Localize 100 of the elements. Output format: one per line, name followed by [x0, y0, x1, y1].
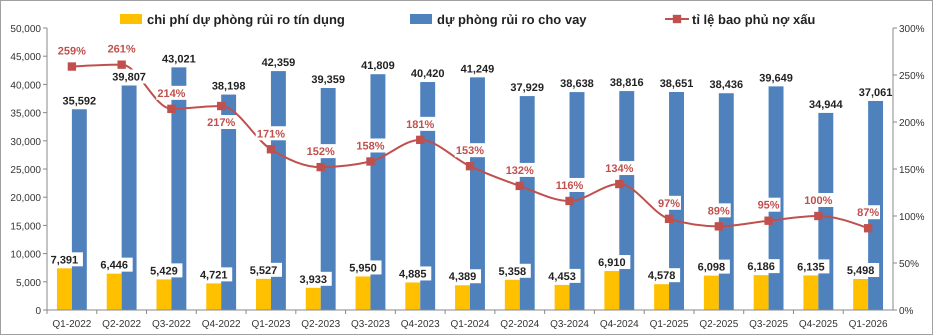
- data-label: 95%: [758, 200, 780, 212]
- data-label: 171%: [256, 128, 286, 140]
- data-label: 87%: [857, 207, 880, 220]
- x-tick-label: Q1-2024: [450, 319, 490, 330]
- point: [117, 60, 126, 69]
- data-label: 153%: [456, 145, 484, 158]
- point: [814, 212, 823, 220]
- x-tick-label: Q4-2025: [798, 319, 838, 330]
- bar: [554, 284, 570, 310]
- bar: [803, 275, 818, 310]
- x-tick-label: Q2-2025: [699, 319, 739, 330]
- y-tick-label: 5,000: [16, 278, 42, 289]
- y-tick-label: 25,000: [10, 165, 42, 176]
- bar: [356, 276, 370, 310]
- data-label: 37,929: [510, 82, 544, 94]
- y-tick-label: 20,000: [10, 193, 42, 204]
- data-label: 5,527: [250, 264, 278, 277]
- data-label: 4,389: [448, 271, 476, 284]
- data-label: 116%: [556, 180, 584, 192]
- point: [466, 162, 474, 170]
- legend-label: dự phòng rủi ro cho vay: [437, 12, 588, 27]
- x-tick-label: Q4-2023: [400, 319, 440, 330]
- x-tick-label: Q3-2025: [749, 319, 788, 330]
- data-label: 39,359: [311, 74, 345, 86]
- data-label: 134%: [605, 163, 634, 176]
- y-tick-label: 15,000: [10, 221, 42, 232]
- bar: [455, 285, 470, 310]
- x-tick-label: Q3-2023: [351, 319, 390, 330]
- x-tick-label: Q4-2024: [600, 319, 640, 330]
- data-label: 34,944: [808, 98, 844, 111]
- data-label: 259%: [58, 46, 86, 58]
- data-label: 5,429: [150, 265, 178, 278]
- data-label: 100%: [804, 195, 833, 207]
- data-label: 5,950: [349, 262, 377, 274]
- bar: [256, 278, 271, 310]
- data-label: 35,592: [62, 95, 96, 108]
- data-label: 158%: [356, 140, 385, 152]
- data-label: 3,933: [299, 274, 328, 286]
- point: [266, 145, 276, 154]
- x-tick-label: Q1-2026: [848, 319, 888, 330]
- point: [167, 104, 176, 114]
- data-label: 37,061: [858, 86, 892, 99]
- point: [664, 214, 674, 224]
- bar: [654, 284, 670, 310]
- x-tick-label: Q2-2023: [301, 319, 341, 330]
- x-tick-label: Q1-2025: [650, 319, 689, 330]
- data-label: 6,186: [747, 261, 775, 274]
- data-label: 97%: [658, 198, 680, 210]
- bar: [56, 268, 72, 310]
- data-label: 261%: [108, 44, 136, 56]
- bar: [704, 276, 719, 310]
- data-label: 4,721: [200, 269, 228, 282]
- x-tick-label: Q3-2024: [550, 319, 590, 330]
- data-label: 214%: [157, 88, 186, 100]
- data-label: 38,816: [610, 77, 644, 90]
- data-label: 38,651: [660, 78, 694, 90]
- data-label: 38,638: [560, 78, 594, 90]
- y-tick-label: 45,000: [10, 52, 42, 64]
- data-label: 4,578: [648, 270, 676, 282]
- bar: [504, 280, 520, 310]
- data-label: 39,649: [759, 72, 793, 84]
- data-label: 6,910: [598, 257, 626, 270]
- y2-tick-label: 300%: [899, 24, 925, 35]
- y2-tick-label: 50%: [899, 259, 920, 270]
- data-label: 152%: [306, 146, 335, 158]
- y2-tick-label: 0%: [899, 306, 914, 317]
- bar: [853, 278, 868, 310]
- point: [615, 180, 624, 188]
- bar: [306, 288, 321, 310]
- bar: [156, 279, 172, 310]
- data-label: 5,358: [498, 266, 526, 278]
- data-label: 43,021: [162, 53, 196, 66]
- data-label: 7,391: [50, 254, 78, 266]
- data-label: 39,807: [112, 71, 146, 84]
- data-label: 38,198: [212, 80, 246, 93]
- point: [316, 162, 325, 172]
- point: [565, 196, 574, 206]
- y2-tick-label: 250%: [899, 71, 925, 82]
- data-label: 6,135: [797, 261, 825, 274]
- x-tick-label: Q3-2022: [152, 319, 192, 330]
- data-label: 42,359: [262, 57, 296, 70]
- point: [516, 182, 524, 190]
- data-label: 4,885: [399, 268, 427, 280]
- data-label: 4,453: [548, 270, 576, 283]
- point: [216, 102, 226, 110]
- bar: [754, 275, 769, 310]
- x-tick-label: Q2-2024: [500, 319, 540, 330]
- point: [714, 222, 724, 231]
- point: [416, 136, 424, 144]
- data-label: 217%: [207, 117, 236, 130]
- y-tick-label: 35,000: [10, 108, 42, 120]
- point: [864, 224, 872, 232]
- x-tick-label: Q1-2023: [251, 319, 291, 330]
- legend-label: tỉ lệ bao phủ nợ xấu: [692, 12, 816, 27]
- data-label: 38,436: [709, 79, 744, 92]
- point: [68, 62, 76, 71]
- data-label: 132%: [506, 164, 534, 177]
- point: [764, 216, 773, 225]
- bar: [106, 274, 122, 310]
- y-tick-label: 30,000: [10, 136, 42, 148]
